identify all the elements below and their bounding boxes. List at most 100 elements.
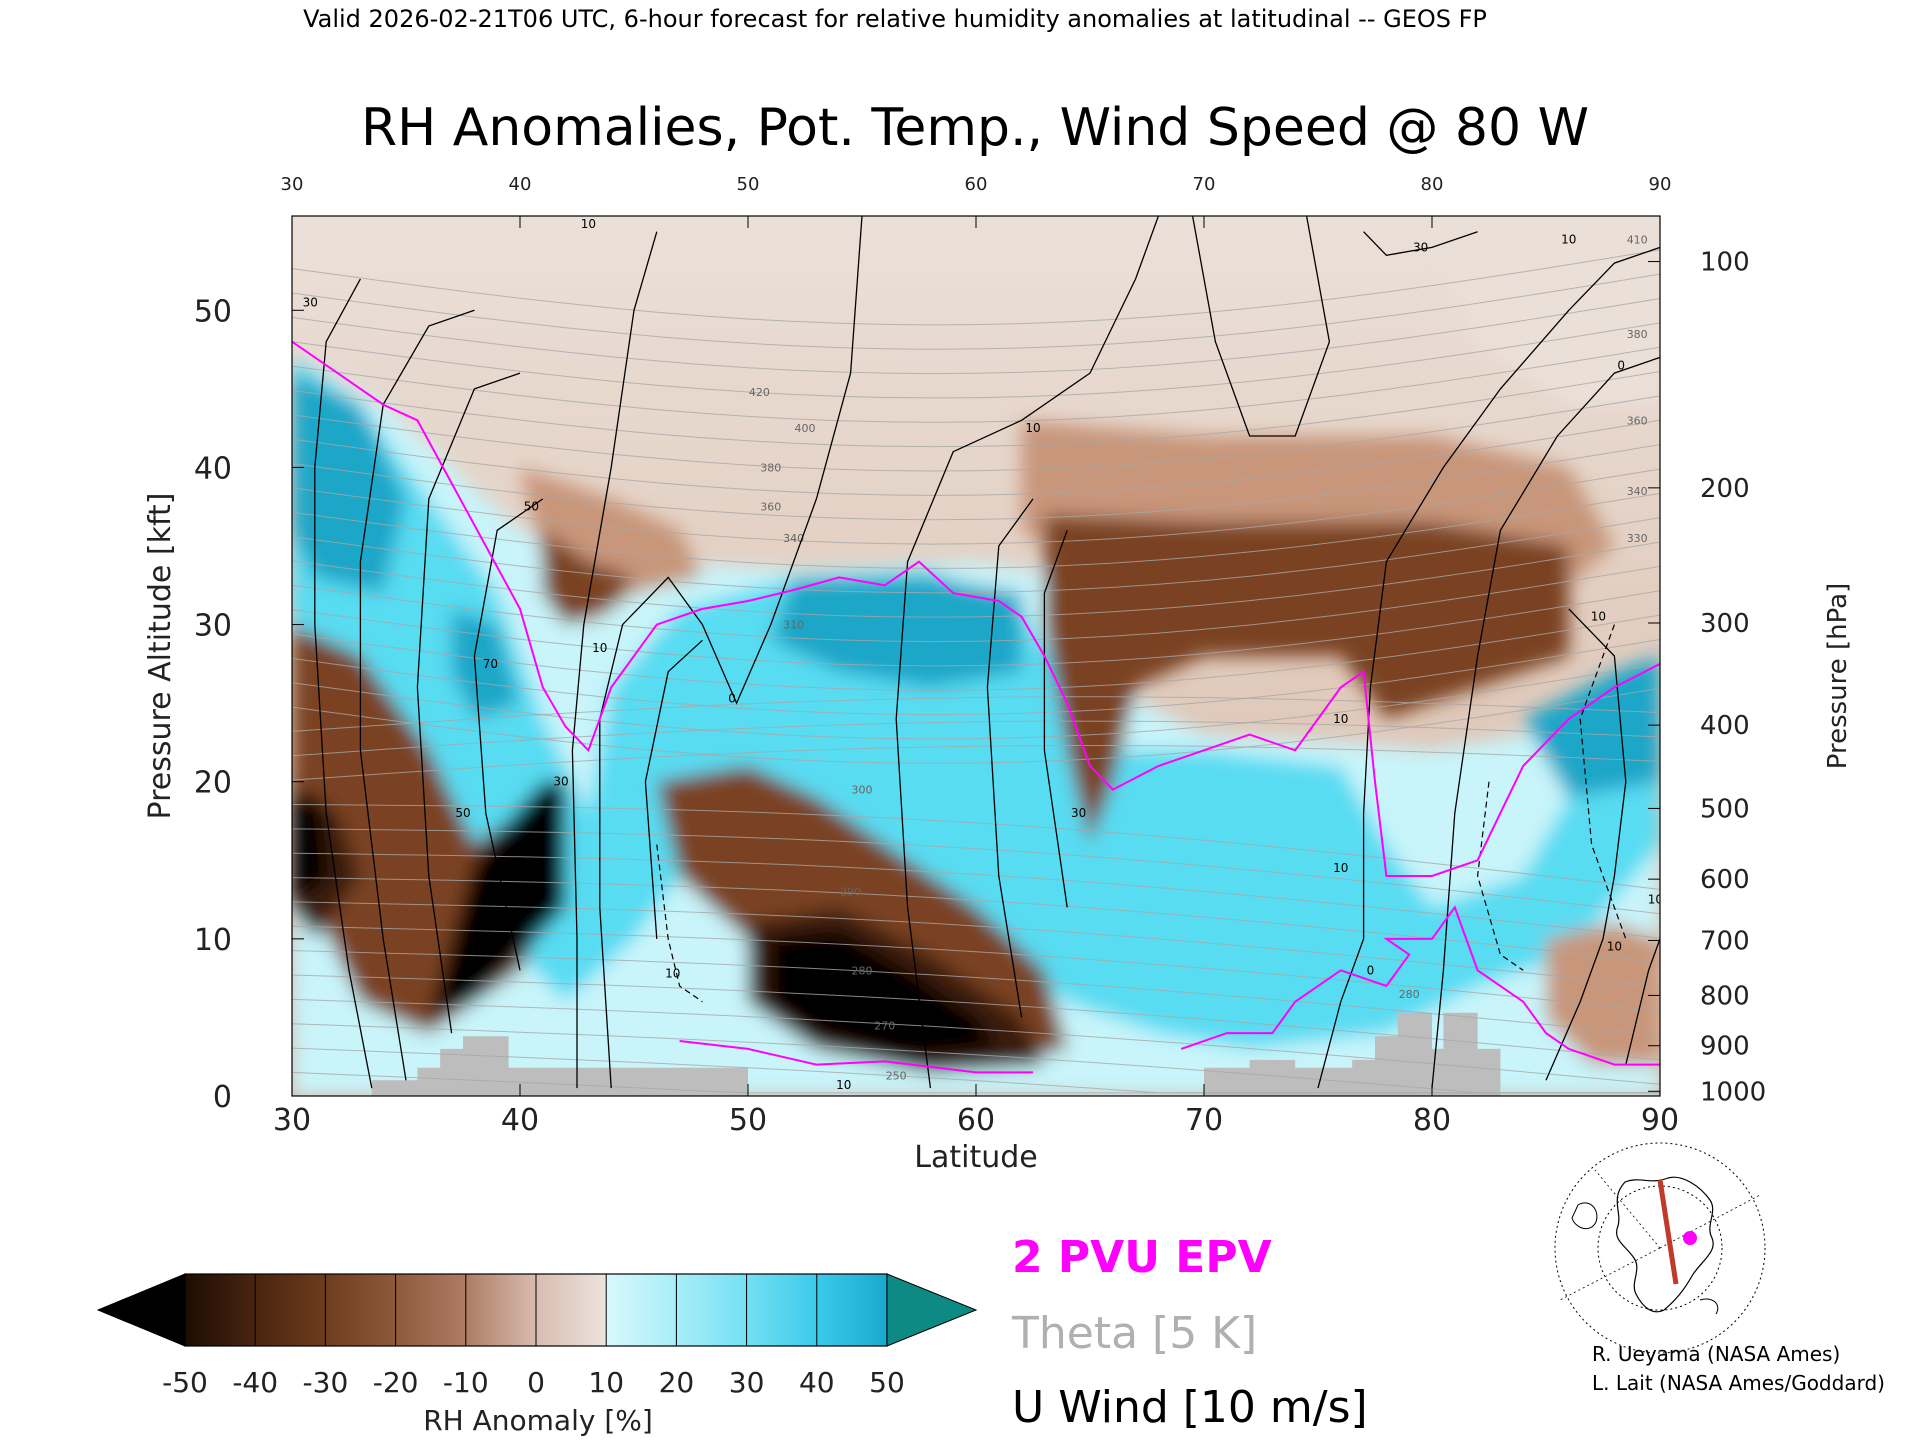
theta-isentrope bbox=[292, 371, 1660, 448]
theta-label: 270 bbox=[874, 1019, 895, 1032]
theta-isentrope bbox=[292, 492, 1660, 569]
u-wind-label: 10 bbox=[1591, 610, 1606, 624]
theta-isentrope bbox=[292, 696, 1660, 732]
u-wind-contour bbox=[473, 498, 544, 971]
u-wind-contour bbox=[986, 498, 1034, 1018]
map-coastline bbox=[1699, 1298, 1719, 1315]
u-wind-contour bbox=[359, 309, 475, 1081]
u-wind-contour bbox=[1191, 216, 1331, 437]
u-wind-label: 30 bbox=[553, 775, 568, 789]
colorbar-bin bbox=[676, 1274, 747, 1346]
rh-anomaly-field: 4204003803603403103002902802702504103803… bbox=[292, 216, 1660, 1096]
top-tick-label: 30 bbox=[281, 174, 304, 195]
theta-label: 330 bbox=[1627, 532, 1648, 545]
theta-isentrope bbox=[292, 517, 1660, 594]
theta-label: 290 bbox=[840, 886, 861, 899]
theta-label: 420 bbox=[749, 386, 770, 399]
rh-anomaly-region bbox=[292, 373, 406, 594]
theta-isentrope bbox=[292, 444, 1660, 521]
x-tick-label: 90 bbox=[1641, 1103, 1679, 1138]
map-marker bbox=[1683, 1231, 1697, 1245]
theta-isentrope bbox=[292, 745, 1660, 781]
rh-anomaly-region bbox=[292, 797, 329, 908]
top-tick-label: 40 bbox=[509, 174, 532, 195]
rh-anomaly-region bbox=[451, 608, 520, 719]
colorbar-bin bbox=[255, 1274, 326, 1346]
theta-isentrope bbox=[292, 950, 1660, 1036]
u-wind-label: 50 bbox=[524, 500, 539, 514]
map-latitude-ring bbox=[1554, 1142, 1766, 1354]
pressure-tick-label: 300 bbox=[1700, 609, 1750, 639]
x-tick-label: 30 bbox=[273, 1103, 311, 1138]
colorbar-tick-label: 30 bbox=[729, 1366, 765, 1399]
u-wind-contour bbox=[1431, 356, 1660, 1089]
colorbar-bin bbox=[395, 1274, 466, 1346]
y-tick-label: 30 bbox=[194, 609, 232, 644]
theta-label: 340 bbox=[1627, 485, 1648, 498]
top-tick-label: 80 bbox=[1421, 174, 1444, 195]
locator-map bbox=[1554, 1142, 1766, 1354]
u-wind-label: 70 bbox=[483, 657, 498, 671]
map-meridian bbox=[1559, 1247, 1661, 1301]
theta-label: 410 bbox=[1627, 234, 1648, 247]
epv-2pvu-line bbox=[1180, 905, 1660, 1066]
u-wind-label: 10 bbox=[1607, 940, 1622, 954]
u-wind-label: 10 bbox=[836, 1078, 851, 1092]
theta-isentrope bbox=[292, 565, 1660, 643]
u-wind-contour bbox=[599, 216, 863, 1089]
x-axis-label: Latitude bbox=[914, 1140, 1037, 1175]
theta-label: 250 bbox=[886, 1070, 907, 1083]
theta-isentrope bbox=[292, 828, 1660, 915]
colorbar-tick-label: -20 bbox=[373, 1366, 419, 1399]
legend-theta: Theta [5 K] bbox=[1011, 1308, 1257, 1359]
epv-2pvu-line bbox=[292, 340, 1660, 877]
theta-isentrope bbox=[292, 614, 1660, 691]
pressure-tick-label: 100 bbox=[1700, 248, 1750, 278]
u-wind-label: 0 bbox=[728, 691, 736, 705]
u-wind-label: 10 bbox=[665, 966, 680, 980]
rh-anomaly-region bbox=[770, 577, 1022, 688]
theta-isentrope bbox=[292, 974, 1660, 1061]
u-wind-label: 10 bbox=[1025, 421, 1040, 435]
map-coastline bbox=[1616, 1176, 1714, 1313]
colorbar-bin bbox=[746, 1274, 817, 1346]
valid-time-line: Valid 2026-02-21T06 UTC, 6-hour forecast… bbox=[303, 5, 1487, 33]
colorbar-tick-label: -10 bbox=[443, 1366, 489, 1399]
theta-label: 380 bbox=[1627, 328, 1648, 341]
rh-anomaly-region bbox=[292, 357, 1660, 1049]
theta-label: 380 bbox=[760, 461, 781, 474]
theta-isentrope bbox=[292, 468, 1660, 545]
u-wind-label: 10 bbox=[581, 217, 596, 231]
colorbar-tick-label: 50 bbox=[869, 1366, 905, 1399]
theta-label: 280 bbox=[1399, 988, 1420, 1001]
theta-isentrope bbox=[292, 395, 1660, 472]
y-tick-label: 10 bbox=[194, 923, 232, 958]
u-wind-contour bbox=[644, 639, 703, 939]
rh-anomaly-region bbox=[428, 781, 566, 1018]
y-tick-label: 0 bbox=[213, 1080, 232, 1115]
colorbar-bin bbox=[606, 1274, 677, 1346]
theta-isentrope bbox=[292, 541, 1660, 618]
u-wind-label: 0 bbox=[1367, 963, 1375, 977]
u-wind-label: 30 bbox=[1071, 806, 1086, 820]
credit-line-1: R. Ueyama (NASA Ames) bbox=[1592, 1342, 1841, 1366]
x-tick-label: 60 bbox=[957, 1103, 995, 1138]
u-wind-label: 30 bbox=[1413, 240, 1428, 254]
theta-isentrope bbox=[292, 639, 1660, 716]
u-wind-label: 50 bbox=[455, 806, 470, 820]
theta-isentrope bbox=[292, 925, 1660, 1012]
u-wind-contour bbox=[571, 231, 658, 1089]
colorbar-bin bbox=[536, 1274, 607, 1346]
theta-label: 300 bbox=[852, 784, 873, 797]
theta-isentrope bbox=[292, 273, 1660, 350]
theta-isentrope bbox=[292, 720, 1660, 757]
theta-label: 310 bbox=[783, 619, 804, 632]
colorbar-high-extension bbox=[886, 1273, 978, 1347]
y-axis-label: Pressure Altitude [kft] bbox=[143, 493, 178, 820]
colorbar-bin bbox=[816, 1274, 887, 1346]
theta-isentrope bbox=[292, 249, 1660, 326]
colorbar-tick-label: -50 bbox=[162, 1366, 208, 1399]
pressure-tick-label: 500 bbox=[1700, 794, 1750, 824]
pressure-tick-label: 200 bbox=[1700, 474, 1750, 504]
